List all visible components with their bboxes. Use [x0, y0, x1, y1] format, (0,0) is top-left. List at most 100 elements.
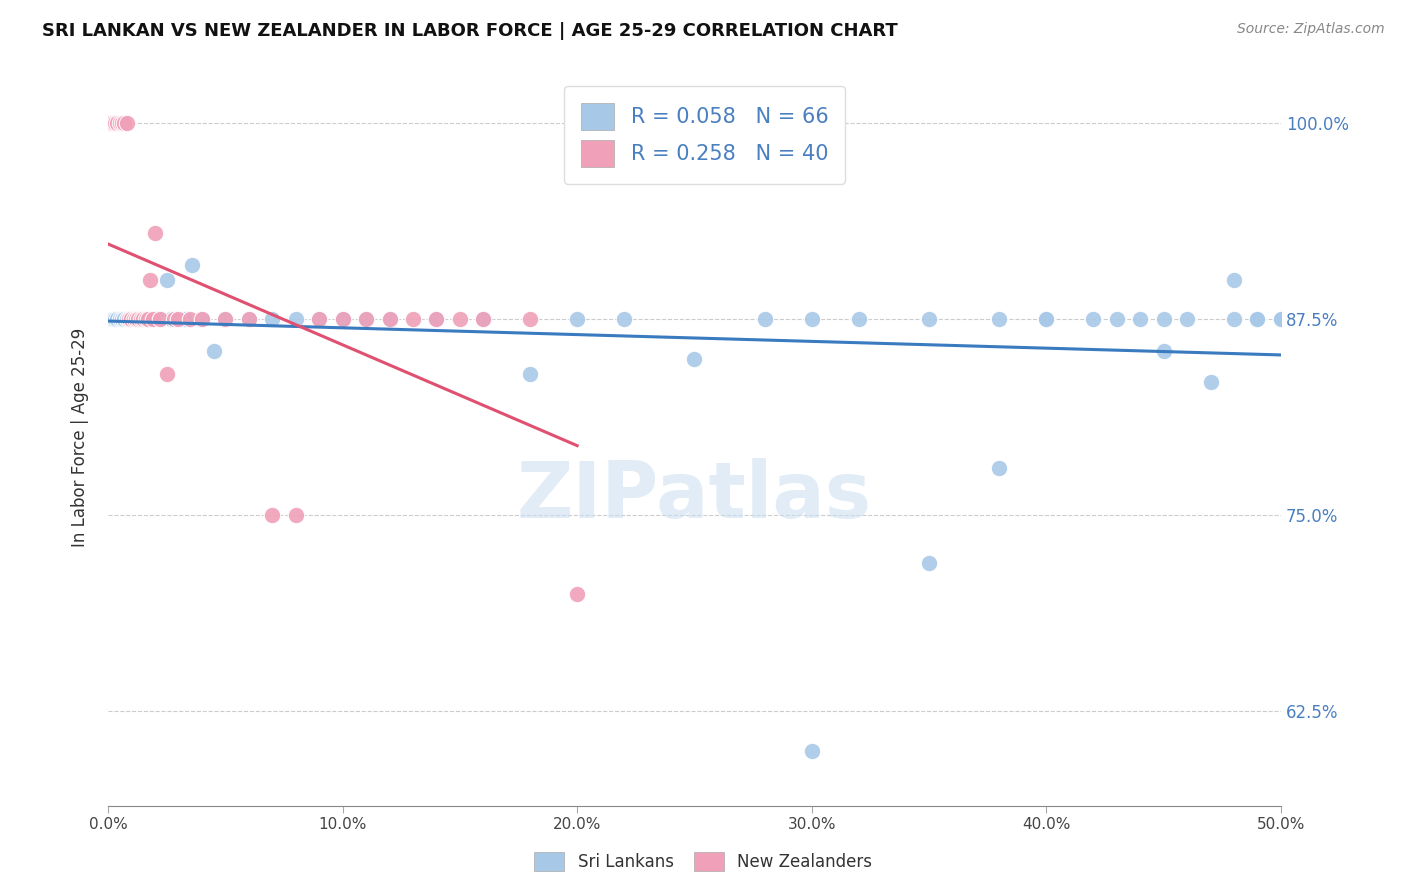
Point	[179, 312, 201, 326]
Y-axis label: In Labor Force | Age 25-29: In Labor Force | Age 25-29	[72, 327, 89, 547]
Point	[1246, 312, 1268, 326]
Point	[519, 312, 541, 326]
Point	[262, 312, 284, 326]
Point	[150, 312, 173, 326]
Point	[402, 312, 425, 326]
Point	[149, 312, 172, 326]
Point	[1270, 312, 1292, 326]
Point	[149, 312, 172, 326]
Point	[127, 312, 149, 326]
Point	[754, 312, 776, 326]
Point	[118, 312, 141, 326]
Point	[308, 312, 330, 326]
Point	[115, 116, 138, 130]
Point	[132, 312, 155, 326]
Point	[104, 116, 127, 130]
Point	[136, 312, 159, 326]
Point	[191, 312, 214, 326]
Point	[122, 312, 145, 326]
Text: Source: ZipAtlas.com: Source: ZipAtlas.com	[1237, 22, 1385, 37]
Text: SRI LANKAN VS NEW ZEALANDER IN LABOR FORCE | AGE 25-29 CORRELATION CHART: SRI LANKAN VS NEW ZEALANDER IN LABOR FOR…	[42, 22, 898, 40]
Point	[174, 312, 197, 326]
Point	[214, 312, 236, 326]
Point	[262, 508, 284, 523]
Point	[1270, 312, 1292, 326]
Point	[1105, 312, 1128, 326]
Point	[284, 508, 307, 523]
Point	[104, 312, 127, 326]
Point	[800, 312, 823, 326]
Point	[1035, 312, 1057, 326]
Point	[354, 312, 377, 326]
Point	[101, 312, 124, 326]
Point	[142, 312, 165, 326]
Point	[112, 312, 135, 326]
Point	[472, 312, 495, 326]
Point	[146, 312, 169, 326]
Point	[142, 312, 165, 326]
Point	[988, 461, 1011, 475]
Point	[519, 368, 541, 382]
Point	[111, 116, 134, 130]
Point	[1083, 312, 1105, 326]
Point	[683, 351, 706, 366]
Point	[98, 116, 121, 130]
Point	[425, 312, 447, 326]
Point	[1153, 312, 1175, 326]
Point	[378, 312, 401, 326]
Point	[156, 273, 179, 287]
Point	[918, 312, 941, 326]
Point	[1175, 312, 1198, 326]
Point	[105, 116, 128, 130]
Point	[238, 312, 260, 326]
Point	[1223, 312, 1246, 326]
Point	[135, 312, 157, 326]
Point	[613, 312, 636, 326]
Legend: R = 0.058   N = 66, R = 0.258   N = 40: R = 0.058 N = 66, R = 0.258 N = 40	[564, 87, 845, 184]
Point	[567, 587, 589, 601]
Text: ZIPatlas: ZIPatlas	[517, 458, 872, 534]
Point	[191, 312, 214, 326]
Point	[332, 312, 354, 326]
Point	[1199, 375, 1222, 389]
Point	[125, 312, 148, 326]
Point	[132, 312, 155, 326]
Point	[1035, 312, 1057, 326]
Point	[101, 116, 124, 130]
Point	[918, 556, 941, 570]
Point	[284, 312, 307, 326]
Point	[125, 312, 148, 326]
Point	[143, 226, 166, 240]
Point	[181, 258, 204, 272]
Point	[108, 116, 131, 130]
Point	[1223, 273, 1246, 287]
Point	[167, 312, 190, 326]
Point	[378, 312, 401, 326]
Point	[988, 312, 1011, 326]
Point	[1153, 343, 1175, 358]
Point	[127, 312, 149, 326]
Point	[163, 312, 186, 326]
Point	[1246, 312, 1268, 326]
Point	[214, 312, 236, 326]
Point	[156, 368, 179, 382]
Point	[105, 312, 128, 326]
Point	[135, 312, 157, 326]
Point	[308, 312, 330, 326]
Point	[118, 312, 141, 326]
Point	[120, 312, 142, 326]
Point	[143, 312, 166, 326]
Point	[120, 312, 142, 326]
Point	[115, 312, 138, 326]
Point	[354, 312, 377, 326]
Point	[848, 312, 870, 326]
Point	[800, 744, 823, 758]
Point	[160, 312, 183, 326]
Point	[332, 312, 354, 326]
Point	[108, 312, 131, 326]
Point	[167, 312, 190, 326]
Point	[449, 312, 471, 326]
Legend: Sri Lankans, New Zealanders: Sri Lankans, New Zealanders	[526, 843, 880, 880]
Point	[472, 312, 495, 326]
Point	[567, 312, 589, 326]
